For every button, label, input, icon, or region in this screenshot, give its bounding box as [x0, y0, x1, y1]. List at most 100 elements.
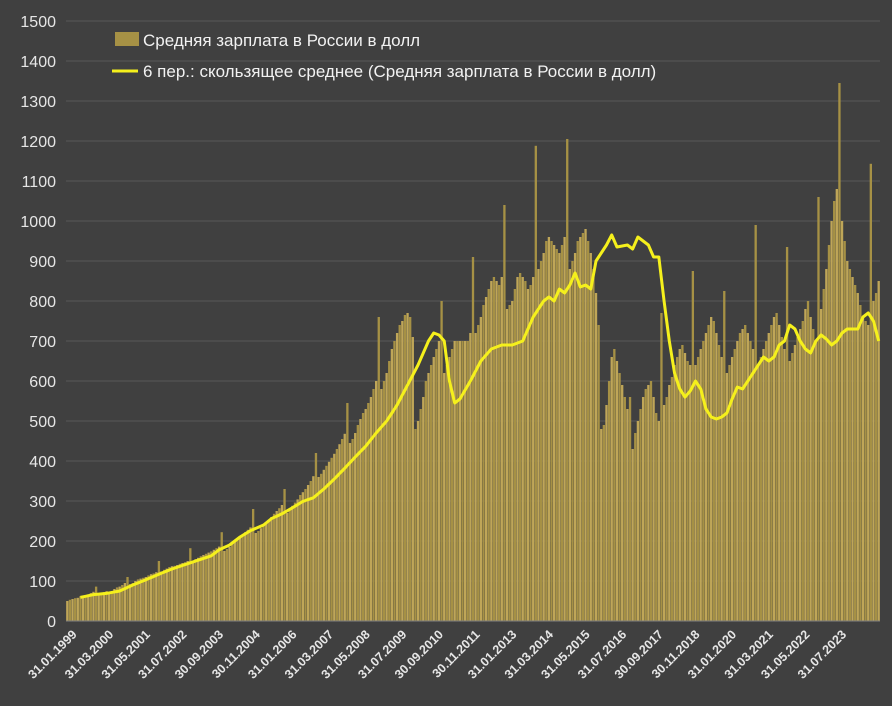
bar [518, 273, 522, 621]
bar [443, 373, 446, 621]
bar [482, 305, 485, 621]
bar [717, 345, 721, 621]
bar [322, 469, 325, 621]
bar [160, 571, 163, 621]
bar [170, 566, 174, 621]
bar [539, 261, 543, 621]
bar [631, 449, 634, 621]
bar [754, 225, 757, 621]
bar [448, 357, 451, 621]
bar [592, 269, 595, 621]
y-axis: 0 100 200 300 400 500 600 700 800 900 1000 1100 1200… [20, 14, 56, 631]
bar [673, 365, 676, 621]
bar [403, 315, 407, 621]
bar [605, 405, 608, 621]
bar [68, 599, 72, 621]
bar [246, 529, 250, 621]
bar [178, 563, 182, 621]
bar [500, 277, 503, 621]
bar [689, 365, 692, 621]
bar [165, 568, 168, 621]
bar [176, 565, 179, 621]
bar [508, 305, 511, 621]
y-tick-label: 800 [29, 294, 56, 311]
bar [233, 541, 236, 621]
bar [474, 333, 477, 621]
bar [262, 525, 265, 621]
bar [644, 389, 647, 621]
bar [728, 365, 731, 621]
legend-line-label: 6 пер.: скользящее среднее (Средняя зарп… [143, 62, 656, 81]
bar [139, 578, 142, 621]
bar [744, 325, 747, 621]
bar [830, 221, 833, 621]
bar [306, 485, 310, 621]
bar [199, 556, 202, 621]
bar [618, 373, 621, 621]
bar [702, 341, 705, 621]
bar [155, 572, 158, 621]
bar [286, 513, 289, 621]
bar [81, 596, 85, 621]
bar [819, 309, 823, 621]
bar [838, 83, 841, 621]
bar [189, 548, 192, 621]
bar [652, 397, 655, 621]
bar [560, 245, 564, 621]
bar [576, 241, 579, 621]
bar [668, 385, 671, 621]
bar [550, 241, 553, 621]
bar [699, 349, 702, 621]
bar [783, 349, 786, 621]
bar [490, 281, 493, 621]
bar [686, 361, 689, 621]
bar [372, 389, 375, 621]
bar [343, 433, 346, 621]
bar [296, 499, 299, 621]
bar [97, 593, 100, 621]
bar [393, 341, 396, 621]
bar [545, 241, 548, 621]
bar [377, 317, 380, 621]
bar [453, 341, 456, 621]
bar [696, 357, 700, 621]
y-tick-label: 1500 [20, 14, 56, 31]
bar [516, 277, 519, 621]
bar [657, 421, 660, 621]
bar [333, 453, 336, 621]
bar [840, 221, 844, 621]
y-tick-label: 900 [29, 254, 56, 271]
bar [796, 337, 799, 621]
bar [558, 253, 561, 621]
bar [327, 461, 331, 621]
bar-series [66, 83, 880, 622]
bar [791, 353, 794, 621]
bar [194, 559, 197, 621]
bar [445, 365, 448, 621]
bar [495, 281, 498, 621]
y-tick-label: 1300 [20, 94, 56, 111]
bar [152, 573, 155, 621]
bar [299, 495, 302, 621]
bar [602, 425, 606, 621]
bar [437, 341, 441, 621]
bar [416, 421, 420, 621]
bar [809, 317, 812, 621]
bar [312, 476, 315, 621]
bar [788, 361, 791, 621]
bar [715, 333, 718, 621]
bar [487, 289, 490, 621]
bar [108, 592, 111, 621]
bar [749, 341, 752, 621]
moving-average-series [80, 233, 881, 599]
bar [92, 591, 95, 621]
bar [785, 247, 789, 621]
bar [843, 241, 846, 621]
bar [723, 291, 726, 621]
y-tick-label: 1400 [20, 54, 56, 71]
bar [293, 502, 297, 621]
bar [181, 563, 184, 621]
bar [94, 586, 98, 621]
bar [66, 601, 69, 621]
bar [79, 596, 82, 621]
